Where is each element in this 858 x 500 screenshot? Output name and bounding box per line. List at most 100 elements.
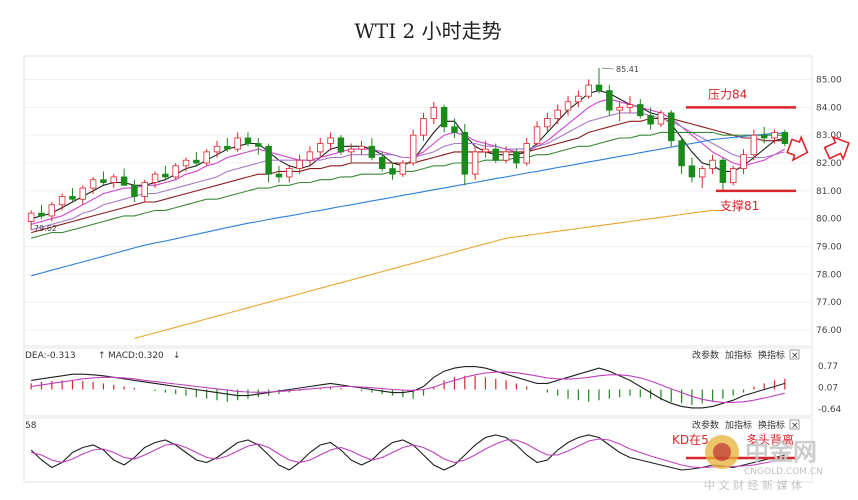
kd-change-params-button[interactable]: 改参数 [692,419,719,431]
candle-body [317,143,324,153]
candle-body [337,137,345,153]
candle-body [120,176,128,186]
candle-body [244,137,252,144]
macd-panel: DEA:-0.313 MACD:0.320 ↑ ↓ 改参数 加指标 换指标 × … [23,347,842,417]
macd-add-indicator-button[interactable]: 加指标 [725,349,752,361]
candle-body [27,212,35,222]
candle-body [162,173,169,178]
candle-body [668,112,675,142]
candle-body [213,145,221,153]
kd-line [30,434,785,471]
candle-body [771,131,778,139]
candle-body [141,182,148,197]
candle-body [544,118,551,128]
macd-tick-label: 0.77 [818,362,838,372]
dea-readout: DEA:-0.313 [25,351,76,361]
candle-body [657,112,665,125]
y-tick-label: 81.00 [816,187,842,197]
macd-close-icon[interactable] [789,349,800,360]
candle-body [740,154,747,169]
macd-readout: MACD:0.320 [108,351,164,361]
kd-note-tail: 多头背离 [746,432,794,447]
candle-body [461,131,469,175]
kd-line [31,438,785,469]
price-grid [24,78,812,331]
kd-readout: 58 [25,421,37,431]
price-axis: 85.00 84.00 83.00 82.00 81.00 80.00 79.00 78.00… [816,75,842,336]
high-label: 85.41 [616,65,639,74]
macd-line [31,366,785,409]
ma-line [31,132,785,277]
candle-body [719,159,727,183]
candle-body [110,176,117,183]
high-annotation: 85.41 [616,65,639,74]
candle-body [358,145,365,150]
candle-body [523,143,530,164]
kd-switch-indicator-button[interactable]: 换指标 [758,419,785,431]
candle-body [616,106,623,111]
candle-body [265,145,272,175]
candle-body [760,134,768,139]
candle-body [409,134,417,164]
candle-body [255,143,262,147]
y-tick-label: 76.00 [816,326,842,336]
candle-body [100,179,107,183]
candle-body [234,137,241,150]
high-pointer [601,67,615,70]
macd-tick-label: -0.64 [818,405,842,415]
y-tick-label: 84.00 [816,103,842,113]
y-tick-label: 82.00 [816,159,842,169]
candle-body [193,159,200,164]
candle-body [451,126,458,133]
price-panel: 85.00 84.00 83.00 82.00 81.00 80.00 79.00 78.00… [23,55,850,347]
candle-body [647,115,654,125]
candle-body [172,165,179,178]
candle-body [564,101,572,111]
candle-body [58,196,66,206]
candle-body [533,126,541,144]
ma-line [134,209,723,339]
candle-body [430,106,438,119]
y-tick-label: 79.00 [816,243,842,253]
watermark-domain: CNGOLD.COM.CN [744,467,823,477]
macd-axis: 0.77 0.07 -0.64 [818,362,842,415]
candle-body [399,162,407,175]
candle-body [182,159,190,167]
candle-body [699,168,706,178]
candle-body [709,159,716,169]
kd-panel: 58 改参数 加指标 换指标 × KD在5 多头背离 [23,417,813,483]
candle-body [327,137,334,144]
candle-body [286,168,293,178]
candle-body [482,148,489,153]
kd-series [30,434,785,471]
watermark-tagline: 中 文 财 经 新 媒 体 [704,478,802,492]
ma-line [31,131,785,239]
kd-note: KD在5 [672,433,709,447]
candle-body [378,157,386,169]
candle-body [151,173,159,183]
candle-body [637,104,644,117]
kd-close-icon[interactable] [789,419,800,430]
low-annotation: 79.62 [34,224,57,233]
y-tick-label: 77.00 [816,298,842,308]
candle-body [513,151,520,164]
forecast-arrow-icon [786,135,850,162]
candle-body [79,187,87,200]
candle-body [750,134,758,156]
low-label: 79.62 [34,224,57,233]
macd-line [31,371,785,403]
candlesticks [27,67,789,230]
candle-body [606,90,613,111]
macd-change-params-button[interactable]: 改参数 [692,349,719,361]
y-tick-label: 85.00 [816,75,842,85]
kd-add-indicator-button[interactable]: 加指标 [725,419,752,431]
chart-title: WTI 2 小时走势 [354,19,501,43]
macd-switch-indicator-button[interactable]: 换指标 [758,349,785,361]
macd-close-glyph: × [791,351,799,361]
candle-body [781,131,789,144]
macd-tick-label: 0.07 [818,383,838,393]
y-tick-label: 83.00 [816,131,842,141]
candle-body [48,204,56,217]
candle-body [595,84,603,92]
